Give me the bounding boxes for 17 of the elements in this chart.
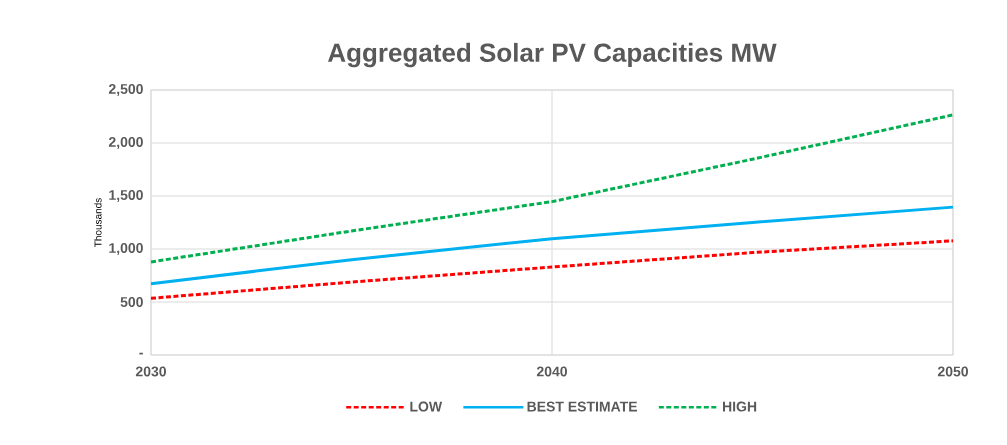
- line-series: [149, 239, 955, 300]
- y-tick-label: 2,000: [108, 137, 143, 149]
- y-tick-label: 2,500: [108, 84, 143, 96]
- y-axis-title: Thousands: [94, 198, 102, 248]
- legend-label: HIGH: [723, 401, 757, 412]
- x-tick-label: 2030: [135, 366, 166, 377]
- line-series: [149, 205, 955, 286]
- legend-label: BEST ESTIMATE: [527, 401, 638, 412]
- y-tick-label: 500: [120, 297, 143, 307]
- y-tick-label: 1,500: [109, 190, 143, 202]
- x-tick-label: 2040: [536, 366, 567, 377]
- y-tick-label: 1,000: [109, 243, 143, 255]
- chart-title: Aggregated Solar PV Capacities MW: [327, 42, 777, 68]
- line-series: [149, 113, 955, 264]
- y-tick-label: -: [139, 352, 143, 355]
- x-tick-label: 2050: [937, 366, 968, 377]
- legend-label: LOW: [410, 401, 443, 412]
